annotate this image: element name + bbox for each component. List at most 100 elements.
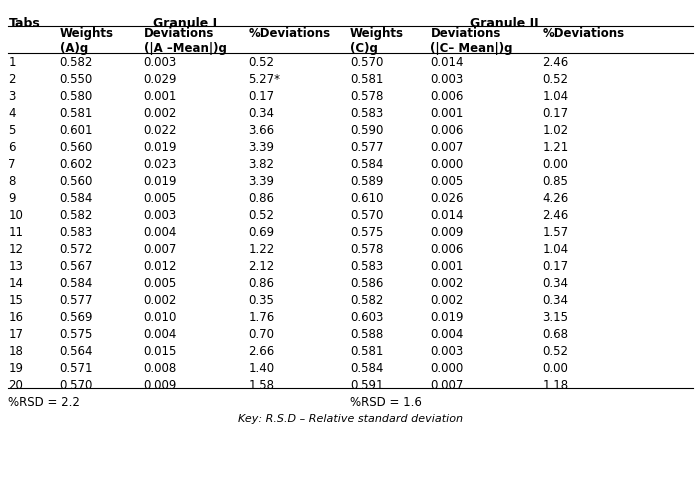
Text: 0.560: 0.560	[60, 141, 93, 154]
Text: 0.003: 0.003	[430, 345, 463, 359]
Text: 0.581: 0.581	[60, 107, 93, 120]
Text: 0.003: 0.003	[430, 72, 463, 86]
Text: Deviations: Deviations	[144, 27, 214, 40]
Text: 3.39: 3.39	[248, 141, 274, 154]
Text: 0.34: 0.34	[542, 294, 568, 307]
Text: 0.571: 0.571	[60, 362, 93, 375]
Text: 0.583: 0.583	[60, 226, 92, 239]
Text: 0.577: 0.577	[350, 141, 384, 154]
Text: 0.583: 0.583	[350, 107, 384, 120]
Text: 0.591: 0.591	[350, 379, 384, 393]
Text: 0.581: 0.581	[350, 72, 384, 86]
Text: 1: 1	[8, 56, 16, 69]
Text: 0.005: 0.005	[144, 277, 176, 290]
Text: Deviations: Deviations	[430, 27, 501, 40]
Text: 0.602: 0.602	[60, 158, 93, 171]
Text: 0.008: 0.008	[144, 362, 176, 375]
Text: 2.12: 2.12	[248, 260, 274, 273]
Text: 0.52: 0.52	[248, 209, 274, 222]
Text: 20: 20	[8, 379, 23, 393]
Text: 17: 17	[8, 328, 23, 341]
Text: 0.001: 0.001	[144, 90, 177, 103]
Text: 3.39: 3.39	[248, 175, 274, 188]
Text: 0.023: 0.023	[144, 158, 177, 171]
Text: 6: 6	[8, 141, 16, 154]
Text: %RSD = 1.6: %RSD = 1.6	[350, 396, 422, 409]
Text: 0.575: 0.575	[350, 226, 384, 239]
Text: (|A –Mean|)g: (|A –Mean|)g	[144, 42, 226, 55]
Text: 0.00: 0.00	[542, 158, 568, 171]
Text: 0.004: 0.004	[144, 226, 177, 239]
Text: 0.002: 0.002	[144, 294, 177, 307]
Text: 0.004: 0.004	[430, 328, 464, 341]
Text: 2: 2	[8, 72, 16, 86]
Text: 3.82: 3.82	[248, 158, 274, 171]
Text: 0.586: 0.586	[350, 277, 384, 290]
Text: 0.006: 0.006	[430, 90, 464, 103]
Text: Key: R.S.D – Relative standard deviation: Key: R.S.D – Relative standard deviation	[237, 414, 463, 424]
Text: 0.009: 0.009	[430, 226, 464, 239]
Text: Weights: Weights	[60, 27, 113, 40]
Text: 0.026: 0.026	[430, 192, 464, 205]
Text: 0.029: 0.029	[144, 72, 177, 86]
Text: 0.86: 0.86	[248, 277, 274, 290]
Text: (A)g: (A)g	[60, 42, 88, 55]
Text: 0.569: 0.569	[60, 311, 93, 324]
Text: 0.570: 0.570	[350, 56, 384, 69]
Text: 0.012: 0.012	[144, 260, 177, 273]
Text: 1.76: 1.76	[248, 311, 274, 324]
Text: 1.04: 1.04	[542, 90, 568, 103]
Text: 0.578: 0.578	[350, 90, 384, 103]
Text: %Deviations: %Deviations	[542, 27, 624, 40]
Text: 0.001: 0.001	[430, 260, 464, 273]
Text: 0.52: 0.52	[542, 72, 568, 86]
Text: 0.580: 0.580	[60, 90, 92, 103]
Text: 12: 12	[8, 243, 23, 256]
Text: 0.584: 0.584	[350, 362, 384, 375]
Text: 2.46: 2.46	[542, 209, 568, 222]
Text: 0.588: 0.588	[350, 328, 384, 341]
Text: 0.17: 0.17	[542, 260, 568, 273]
Text: 2.66: 2.66	[248, 345, 274, 359]
Text: 0.010: 0.010	[144, 311, 177, 324]
Text: 0.52: 0.52	[248, 56, 274, 69]
Text: 0.35: 0.35	[248, 294, 274, 307]
Text: 5.27*: 5.27*	[248, 72, 281, 86]
Text: 18: 18	[8, 345, 23, 359]
Text: 0.567: 0.567	[60, 260, 93, 273]
Text: 0.00: 0.00	[542, 362, 568, 375]
Text: 0.603: 0.603	[350, 311, 384, 324]
Text: 0.610: 0.610	[350, 192, 384, 205]
Text: 0.004: 0.004	[144, 328, 177, 341]
Text: 0.019: 0.019	[430, 311, 464, 324]
Text: 0.000: 0.000	[430, 158, 463, 171]
Text: 0.022: 0.022	[144, 124, 177, 137]
Text: 0.002: 0.002	[430, 277, 464, 290]
Text: 0.584: 0.584	[350, 158, 384, 171]
Text: 0.005: 0.005	[430, 175, 463, 188]
Text: 0.550: 0.550	[60, 72, 92, 86]
Text: 0.17: 0.17	[248, 90, 274, 103]
Text: 0.34: 0.34	[542, 277, 568, 290]
Text: 0.014: 0.014	[430, 209, 464, 222]
Text: 2.46: 2.46	[542, 56, 568, 69]
Text: 0.577: 0.577	[60, 294, 93, 307]
Text: 0.34: 0.34	[248, 107, 274, 120]
Text: 0.002: 0.002	[430, 294, 464, 307]
Text: 0.009: 0.009	[144, 379, 177, 393]
Text: Granule II: Granule II	[470, 17, 538, 30]
Text: %Deviations: %Deviations	[248, 27, 330, 40]
Text: 0.70: 0.70	[248, 328, 274, 341]
Text: 0.002: 0.002	[144, 107, 177, 120]
Text: 0.564: 0.564	[60, 345, 93, 359]
Text: 1.40: 1.40	[248, 362, 274, 375]
Text: 0.007: 0.007	[430, 379, 464, 393]
Text: 0.015: 0.015	[144, 345, 177, 359]
Text: 1.58: 1.58	[248, 379, 274, 393]
Text: 10: 10	[8, 209, 23, 222]
Text: 0.005: 0.005	[144, 192, 176, 205]
Text: 16: 16	[8, 311, 23, 324]
Text: 1.18: 1.18	[542, 379, 568, 393]
Text: 15: 15	[8, 294, 23, 307]
Text: 14: 14	[8, 277, 23, 290]
